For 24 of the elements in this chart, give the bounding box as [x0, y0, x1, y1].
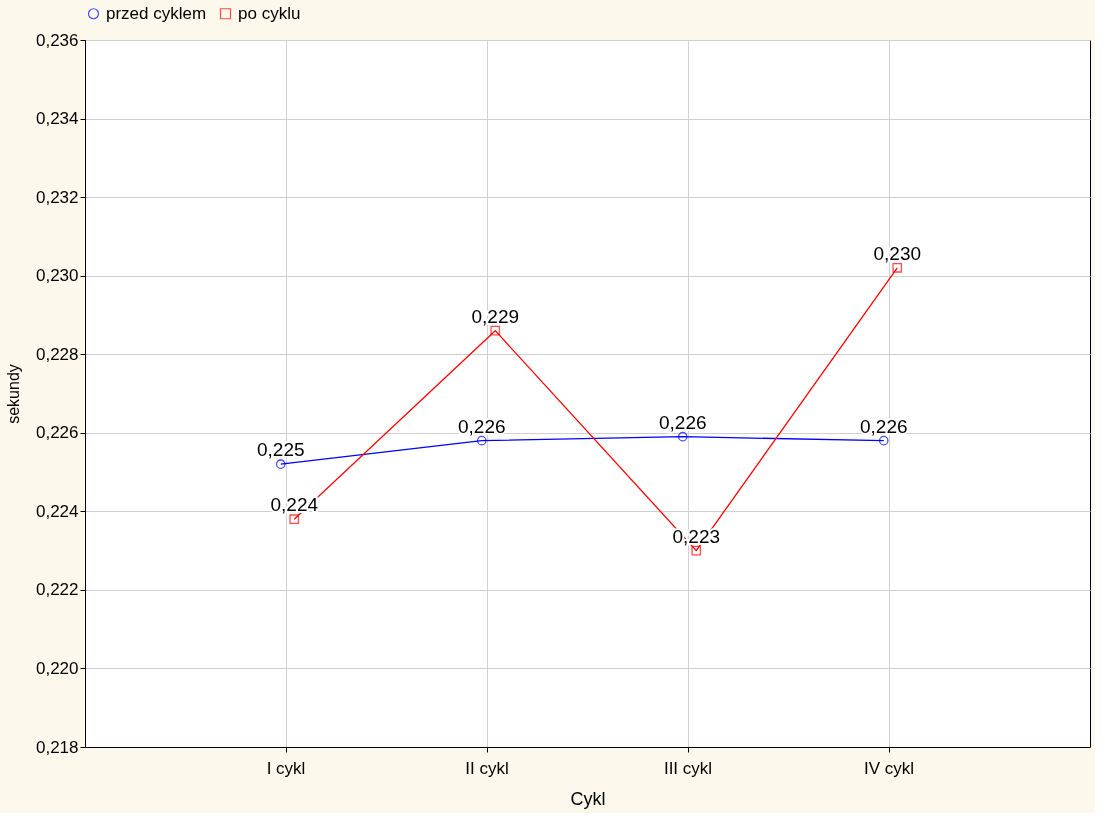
y-tick-label: 0,232: [35, 187, 79, 207]
x-tick-label: IV cykl: [863, 758, 915, 778]
y-tick-label: 0,236: [35, 30, 79, 50]
y-tick-label: 0,234: [35, 109, 79, 129]
x-tick-label: I cykl: [266, 758, 306, 778]
data-label: 0,225: [256, 439, 305, 461]
data-label: 0,226: [859, 415, 908, 437]
legend-label: po cyklu: [238, 3, 301, 23]
y-tick-label: 0,220: [35, 658, 79, 678]
y-tick-label: 0,222: [35, 580, 79, 600]
x-axis-title: Cykl: [570, 788, 606, 809]
x-tick-label: III cykl: [663, 758, 713, 778]
data-label: 0,226: [658, 411, 707, 433]
x-tick-label: II cykl: [465, 758, 509, 778]
y-axis-title: sekundy: [4, 364, 22, 424]
y-tick-label: 0,228: [35, 344, 79, 364]
data-label: 0,229: [471, 305, 520, 327]
data-label: 0,230: [873, 242, 922, 264]
y-tick-label: 0,224: [35, 501, 79, 521]
y-tick-label: 0,218: [35, 737, 79, 757]
y-tick-label: 0,226: [35, 423, 79, 443]
data-label: 0,226: [457, 415, 506, 437]
legend-label: przed cyklem: [106, 3, 207, 23]
y-tick-label: 0,230: [35, 266, 79, 286]
